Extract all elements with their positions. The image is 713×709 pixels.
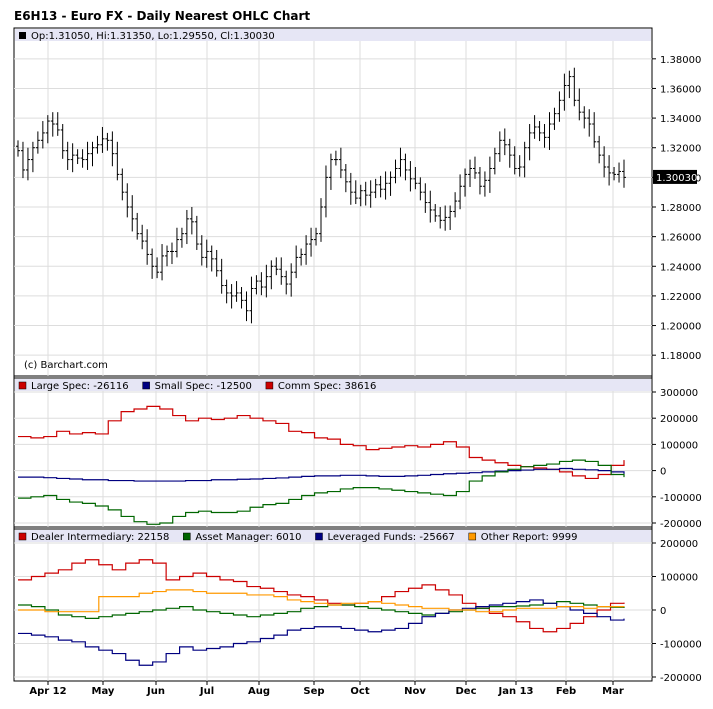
panel2-tick-label: 300000: [660, 388, 698, 399]
panel3-tick-label: -100000: [660, 640, 702, 651]
ohlc-bars: [16, 67, 626, 324]
panel-frame-2: [13, 377, 653, 528]
last-price-box: [653, 169, 697, 184]
date-label: Oct: [350, 686, 369, 697]
series-line-leveraged-funds: [18, 599, 625, 666]
price-tick-label: 1.24000: [660, 262, 701, 273]
last-price-label: 1.30030: [656, 173, 697, 184]
date-label: Apr 12: [29, 686, 66, 697]
barchart-credit: (c) Barchart.com: [24, 360, 108, 371]
legend-entry: Other Report: 9999: [481, 532, 578, 543]
panel3-tick-label: 0: [660, 606, 666, 617]
legend-swatch: [315, 532, 323, 541]
date-label: Feb: [556, 686, 576, 697]
price-tick-label: 1.28000: [660, 203, 701, 214]
chart-panels: 1.18000 1.20000 1.22000 1.24000 1.26000 1.280…: [13, 27, 702, 697]
price-tick-label: 1.38000: [660, 55, 701, 66]
chart-title: E6H13 - Euro FX - Daily Nearest OHLC Cha…: [14, 9, 310, 23]
panel3-tick-label: -200000: [660, 673, 702, 684]
panel-frame-1: [13, 27, 653, 377]
panel2-tick-label: -200000: [660, 519, 702, 530]
price-tick-label: 1.34000: [660, 114, 701, 125]
date-label: Aug: [248, 686, 270, 697]
date-label: Jul: [199, 686, 214, 697]
panel-frame-3: [13, 528, 653, 682]
legend-entry: Comm Spec: 38616: [278, 381, 376, 392]
legend-entry: Asset Manager: 6010: [195, 532, 301, 543]
series-line-dealer-intermediary: [18, 559, 625, 633]
price-tick-label: 1.26000: [660, 233, 701, 244]
ohlc-legend-marker: [19, 32, 26, 39]
date-label: Dec: [455, 686, 476, 697]
ohlc-legend-bg: [15, 29, 651, 41]
series-line-asset-manager: [18, 601, 625, 619]
series-line-other-report: [18, 589, 624, 613]
date-label: Jun: [146, 686, 165, 697]
date-label: Nov: [404, 686, 426, 697]
series-line-small-spec: [18, 467, 625, 482]
ohlc-legend: Op:1.31050, Hi:1.31350, Lo:1.29550, Cl:1…: [31, 31, 275, 42]
price-tick-label: 1.32000: [660, 144, 701, 155]
price-tick-label: 1.20000: [660, 322, 701, 333]
date-label: Sep: [303, 686, 324, 697]
panel2-legend-bg: [15, 379, 651, 391]
panel3-tick-label: 200000: [660, 539, 698, 550]
legend-swatch: [18, 532, 27, 541]
date-label: Mar: [602, 686, 624, 697]
legend-swatch: [183, 532, 191, 541]
legend-swatch: [265, 381, 274, 390]
series-line-comm-spec: [18, 459, 625, 525]
date-label: Jan 13: [498, 686, 534, 697]
panel2-tick-label: 200000: [660, 414, 698, 425]
date-label: May: [92, 686, 115, 697]
legend-entry: Small Spec: -12500: [155, 381, 252, 392]
legend-entry: Dealer Intermediary: 22158: [31, 532, 169, 543]
panel2-tick-label: -100000: [660, 493, 702, 504]
price-tick-label: 1.18000: [660, 351, 701, 362]
price-tick-label: 1.36000: [660, 84, 701, 95]
legend-entry: Large Spec: -26116: [31, 381, 129, 392]
price-tick-label: 1.22000: [660, 292, 701, 303]
panel3-tick-label: 100000: [660, 573, 698, 584]
panel2-tick-label: 100000: [660, 440, 698, 451]
legend-entry: Leveraged Funds: -25667: [327, 532, 454, 543]
legend-swatch: [18, 381, 27, 390]
panel2-tick-label: 0: [660, 467, 666, 478]
legend-swatch: [142, 381, 150, 390]
legend-swatch: [468, 532, 477, 541]
panel3-legend-bg: [15, 530, 651, 542]
